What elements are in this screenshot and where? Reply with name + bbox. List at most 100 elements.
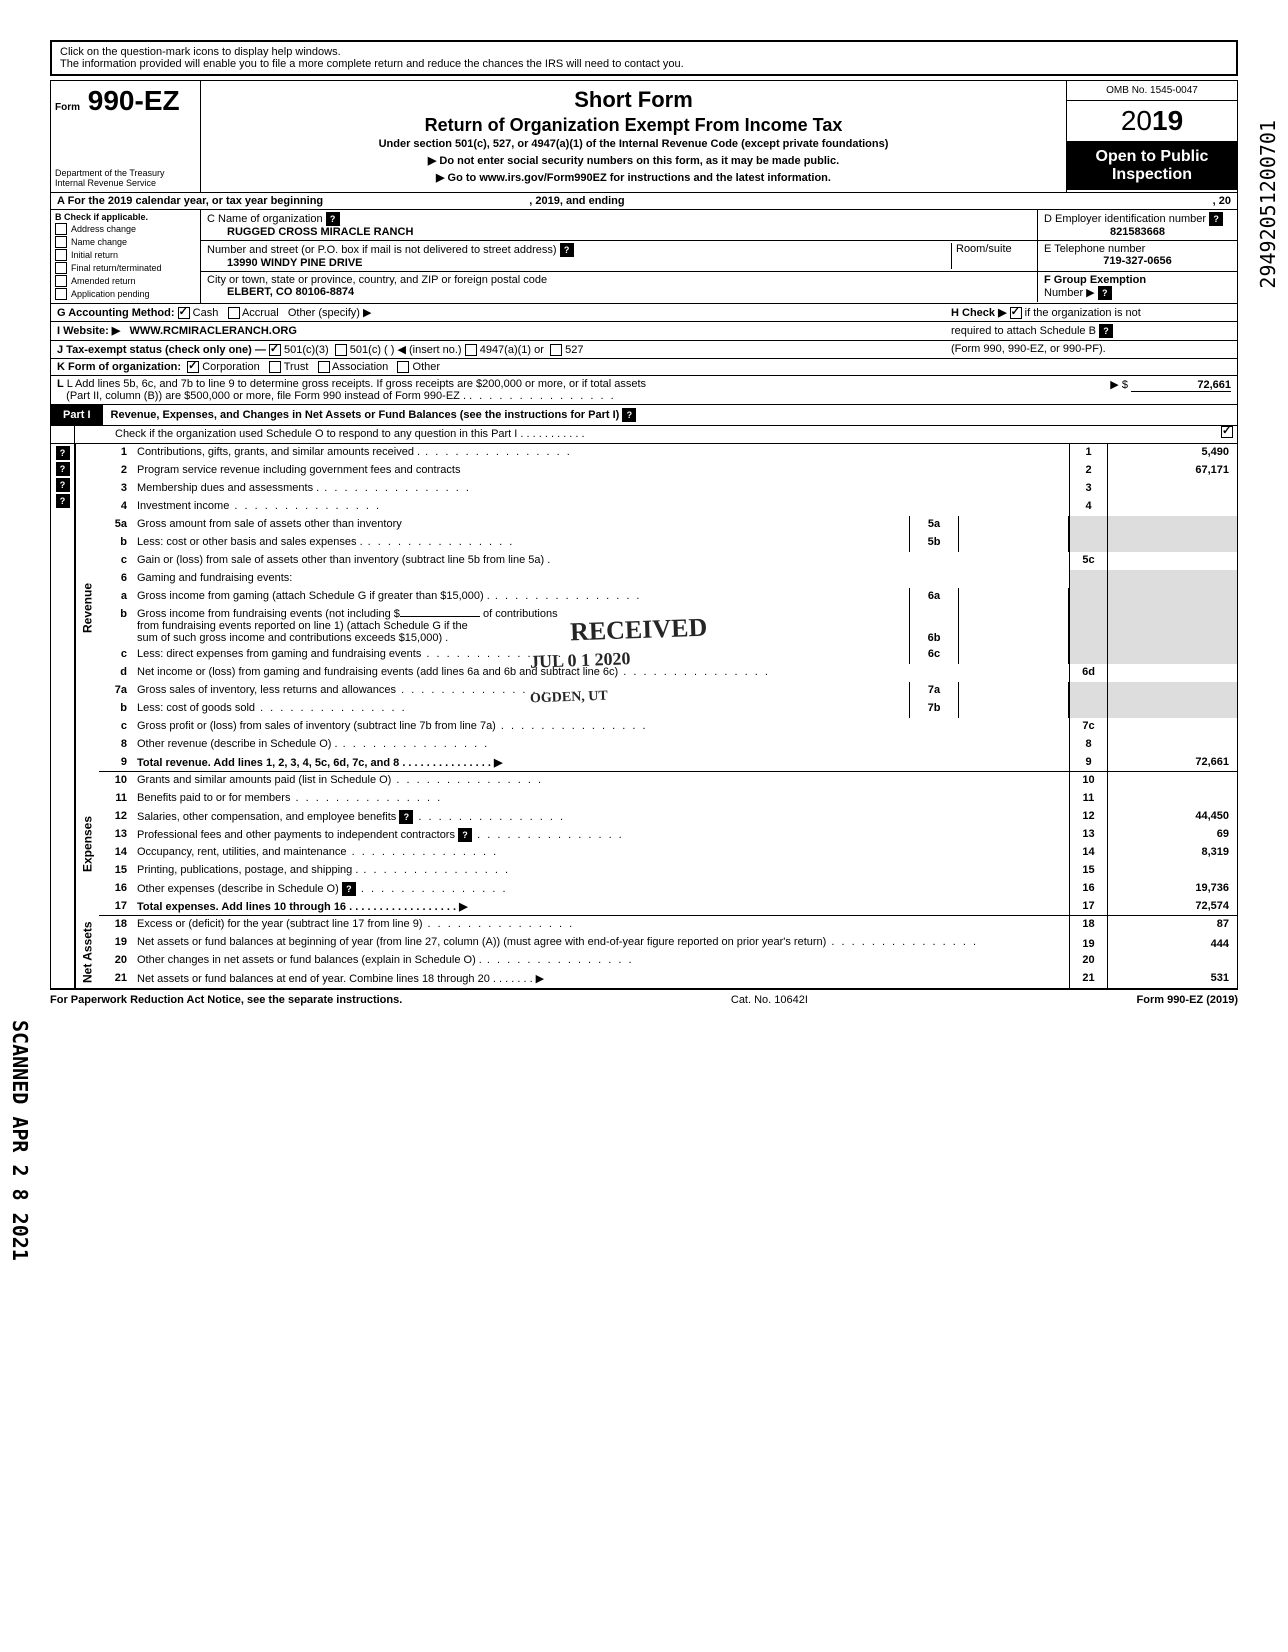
vert-revenue: Revenue xyxy=(75,444,99,772)
d13: Professional fees and other payments to … xyxy=(137,829,455,841)
part1-title: Revenue, Expenses, and Changes in Net As… xyxy=(111,409,620,421)
cb-address[interactable] xyxy=(55,223,67,235)
cb-schedo[interactable] xyxy=(1221,426,1233,438)
cb-4947[interactable] xyxy=(465,344,477,356)
k-label: K Form of organization: xyxy=(57,361,181,373)
cb-501c3[interactable] xyxy=(269,344,281,356)
cb-corp[interactable] xyxy=(187,361,199,373)
cb-amended[interactable] xyxy=(55,275,67,287)
l-line2: (Part II, column (B)) are $500,000 or mo… xyxy=(66,390,466,402)
cb-initial-label: Initial return xyxy=(71,250,118,260)
scanned-stamp: SCANNED APR 2 8 2021 xyxy=(8,1020,32,1261)
n1: 1 xyxy=(99,444,133,462)
h-text3: required to attach Schedule B xyxy=(951,325,1096,337)
n21: 21 xyxy=(99,970,133,988)
website: WWW.RCMIRACLERANCH.ORG xyxy=(129,325,296,337)
cb-name[interactable] xyxy=(55,236,67,248)
d7b: Less: cost of goods sold xyxy=(137,702,255,714)
help-icon[interactable]: ? xyxy=(560,243,574,257)
j-a1: 4947(a)(1) or xyxy=(480,344,544,356)
v10 xyxy=(1107,772,1237,790)
dept-treasury: Department of the Treasury xyxy=(55,168,196,178)
v8 xyxy=(1107,736,1237,754)
help-line2: The information provided will enable you… xyxy=(60,58,1228,70)
d16: Other expenses (describe in Schedule O) xyxy=(137,883,339,895)
cb-final[interactable] xyxy=(55,262,67,274)
n11: 11 xyxy=(99,790,133,808)
footer-mid: Cat. No. 10642I xyxy=(731,994,808,1006)
d8: Other revenue (describe in Schedule O) . xyxy=(137,738,338,750)
help-icon[interactable]: ? xyxy=(1098,286,1112,300)
vert-expenses: Expenses xyxy=(75,772,99,916)
help-icon[interactable]: ? xyxy=(56,446,70,460)
h-text: H Check ▶ xyxy=(951,307,1010,319)
help-box: Click on the question-mark icons to disp… xyxy=(50,40,1238,76)
v12: 44,450 xyxy=(1107,808,1237,826)
v1: 5,490 xyxy=(1107,444,1237,462)
n19: 19 xyxy=(99,934,133,952)
form-prefix: Form xyxy=(55,102,80,113)
n4: 4 xyxy=(99,498,133,516)
part1-label: Part I xyxy=(51,405,103,425)
d5b: Less: cost or other basis and sales expe… xyxy=(137,536,363,548)
d17: Total expenses. Add lines 10 through 16 … xyxy=(137,901,468,913)
l-line1: L Add lines 5b, 6c, and 7b to line 9 to … xyxy=(67,378,646,390)
dept-irs: Internal Revenue Service xyxy=(55,178,196,188)
cb-assoc[interactable] xyxy=(318,361,330,373)
r9: 9 xyxy=(1069,754,1107,771)
r21: 21 xyxy=(1069,970,1107,988)
r11: 11 xyxy=(1069,790,1107,808)
cb-schedb[interactable] xyxy=(1010,307,1022,319)
cb-501c[interactable] xyxy=(335,344,347,356)
m7b: 7b xyxy=(909,700,959,718)
v7c xyxy=(1107,718,1237,736)
form-under: Under section 501(c), 527, or 4947(a)(1)… xyxy=(209,138,1058,150)
n6b: b xyxy=(99,606,133,646)
ein: 821583668 xyxy=(1044,226,1231,238)
v6d xyxy=(1107,664,1237,682)
cb-accrual[interactable] xyxy=(228,307,240,319)
row-a-mid: , 2019, and ending xyxy=(529,195,624,207)
cb-other[interactable] xyxy=(397,361,409,373)
help-icon[interactable]: ? xyxy=(1099,324,1113,338)
v18: 87 xyxy=(1107,916,1237,934)
d6: Gaming and fundraising events: xyxy=(137,572,292,584)
help-icon[interactable]: ? xyxy=(326,212,340,226)
help-icon[interactable]: ? xyxy=(399,810,413,824)
street-label: Number and street (or P.O. box if mail i… xyxy=(207,244,557,256)
open-public-2: Inspection xyxy=(1073,166,1231,184)
cb-pending[interactable] xyxy=(55,288,67,300)
help-icon[interactable]: ? xyxy=(458,828,472,842)
m7a: 7a xyxy=(909,682,959,700)
org-name: RUGGED CROSS MIRACLE RANCH xyxy=(207,226,1031,238)
accrual-label: Accrual xyxy=(242,307,279,319)
help-icon[interactable]: ? xyxy=(56,478,70,492)
n14: 14 xyxy=(99,844,133,862)
n5c: c xyxy=(99,552,133,570)
n8: 8 xyxy=(99,736,133,754)
cb-527[interactable] xyxy=(550,344,562,356)
help-icon[interactable]: ? xyxy=(56,462,70,476)
n16: 16 xyxy=(99,880,133,898)
help-icon[interactable]: ? xyxy=(342,882,356,896)
cb-trust[interactable] xyxy=(269,361,281,373)
v17: 72,574 xyxy=(1107,898,1237,915)
barcode-number: 29492051200701 xyxy=(1256,120,1280,289)
e-label: E Telephone number xyxy=(1044,243,1145,255)
help-icon[interactable]: ? xyxy=(56,494,70,508)
n13: 13 xyxy=(99,826,133,844)
row-a: A For the 2019 calendar year, or tax yea… xyxy=(50,193,1238,210)
r20: 20 xyxy=(1069,952,1107,970)
part1-check: Check if the organization used Schedule … xyxy=(115,428,585,440)
d14: Occupancy, rent, utilities, and maintena… xyxy=(137,846,347,858)
r5c: 5c xyxy=(1069,552,1107,570)
cb-initial[interactable] xyxy=(55,249,67,261)
h-text4: (Form 990, 990-EZ, or 990-PF). xyxy=(951,343,1106,355)
m6a: 6a xyxy=(909,588,959,606)
d6b3: from fundraising events reported on line… xyxy=(137,620,468,632)
cb-cash[interactable] xyxy=(178,307,190,319)
r2: 2 xyxy=(1069,462,1107,480)
help-icon[interactable]: ? xyxy=(1209,212,1223,226)
d6d: Net income or (loss) from gaming and fun… xyxy=(137,666,618,678)
help-icon[interactable]: ? xyxy=(622,408,636,422)
